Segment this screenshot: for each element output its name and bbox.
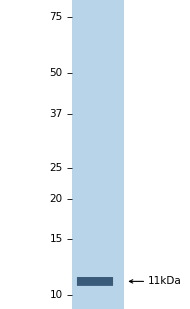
Text: 37: 37: [49, 109, 63, 120]
Text: 25: 25: [49, 163, 63, 173]
Bar: [72, 0, 124, 309]
Text: 50: 50: [50, 68, 63, 78]
Text: 20: 20: [50, 194, 63, 204]
FancyBboxPatch shape: [77, 277, 113, 286]
Text: 11kDa: 11kDa: [148, 276, 182, 286]
Text: 15: 15: [49, 234, 63, 244]
Text: 75: 75: [49, 12, 63, 22]
Text: 10: 10: [50, 290, 63, 299]
